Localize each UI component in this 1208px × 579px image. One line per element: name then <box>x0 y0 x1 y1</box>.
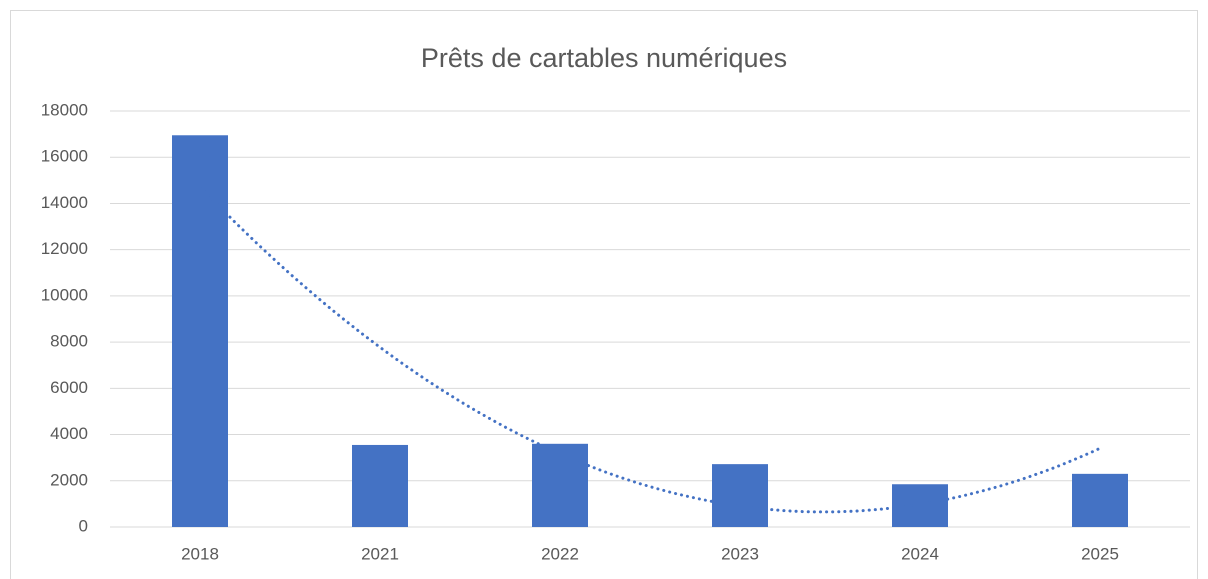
y-tick-label: 10000 <box>41 285 88 304</box>
bar <box>892 484 948 527</box>
x-tick-label: 2021 <box>361 544 399 563</box>
bar <box>532 443 588 527</box>
y-tick-label: 0 <box>79 516 88 535</box>
x-tick-label: 2024 <box>901 544 939 563</box>
bar <box>352 444 408 527</box>
y-tick-label: 6000 <box>50 378 88 397</box>
x-tick-label: 2025 <box>1081 544 1119 563</box>
y-tick-label: 4000 <box>50 424 88 443</box>
x-tick-label: 2022 <box>541 544 579 563</box>
y-tick-label: 2000 <box>50 470 88 489</box>
x-tick-label: 2018 <box>181 544 219 563</box>
y-tick-label: 12000 <box>41 239 88 258</box>
bar <box>1072 473 1128 527</box>
y-tick-label: 14000 <box>41 193 88 212</box>
y-tick-label: 18000 <box>41 100 88 119</box>
x-tick-label: 2023 <box>721 544 759 563</box>
chart-title: Prêts de cartables numériques <box>421 43 787 73</box>
y-tick-label: 8000 <box>50 332 88 351</box>
y-tick-label: 16000 <box>41 147 88 166</box>
bar <box>712 464 768 527</box>
bar <box>172 135 228 527</box>
